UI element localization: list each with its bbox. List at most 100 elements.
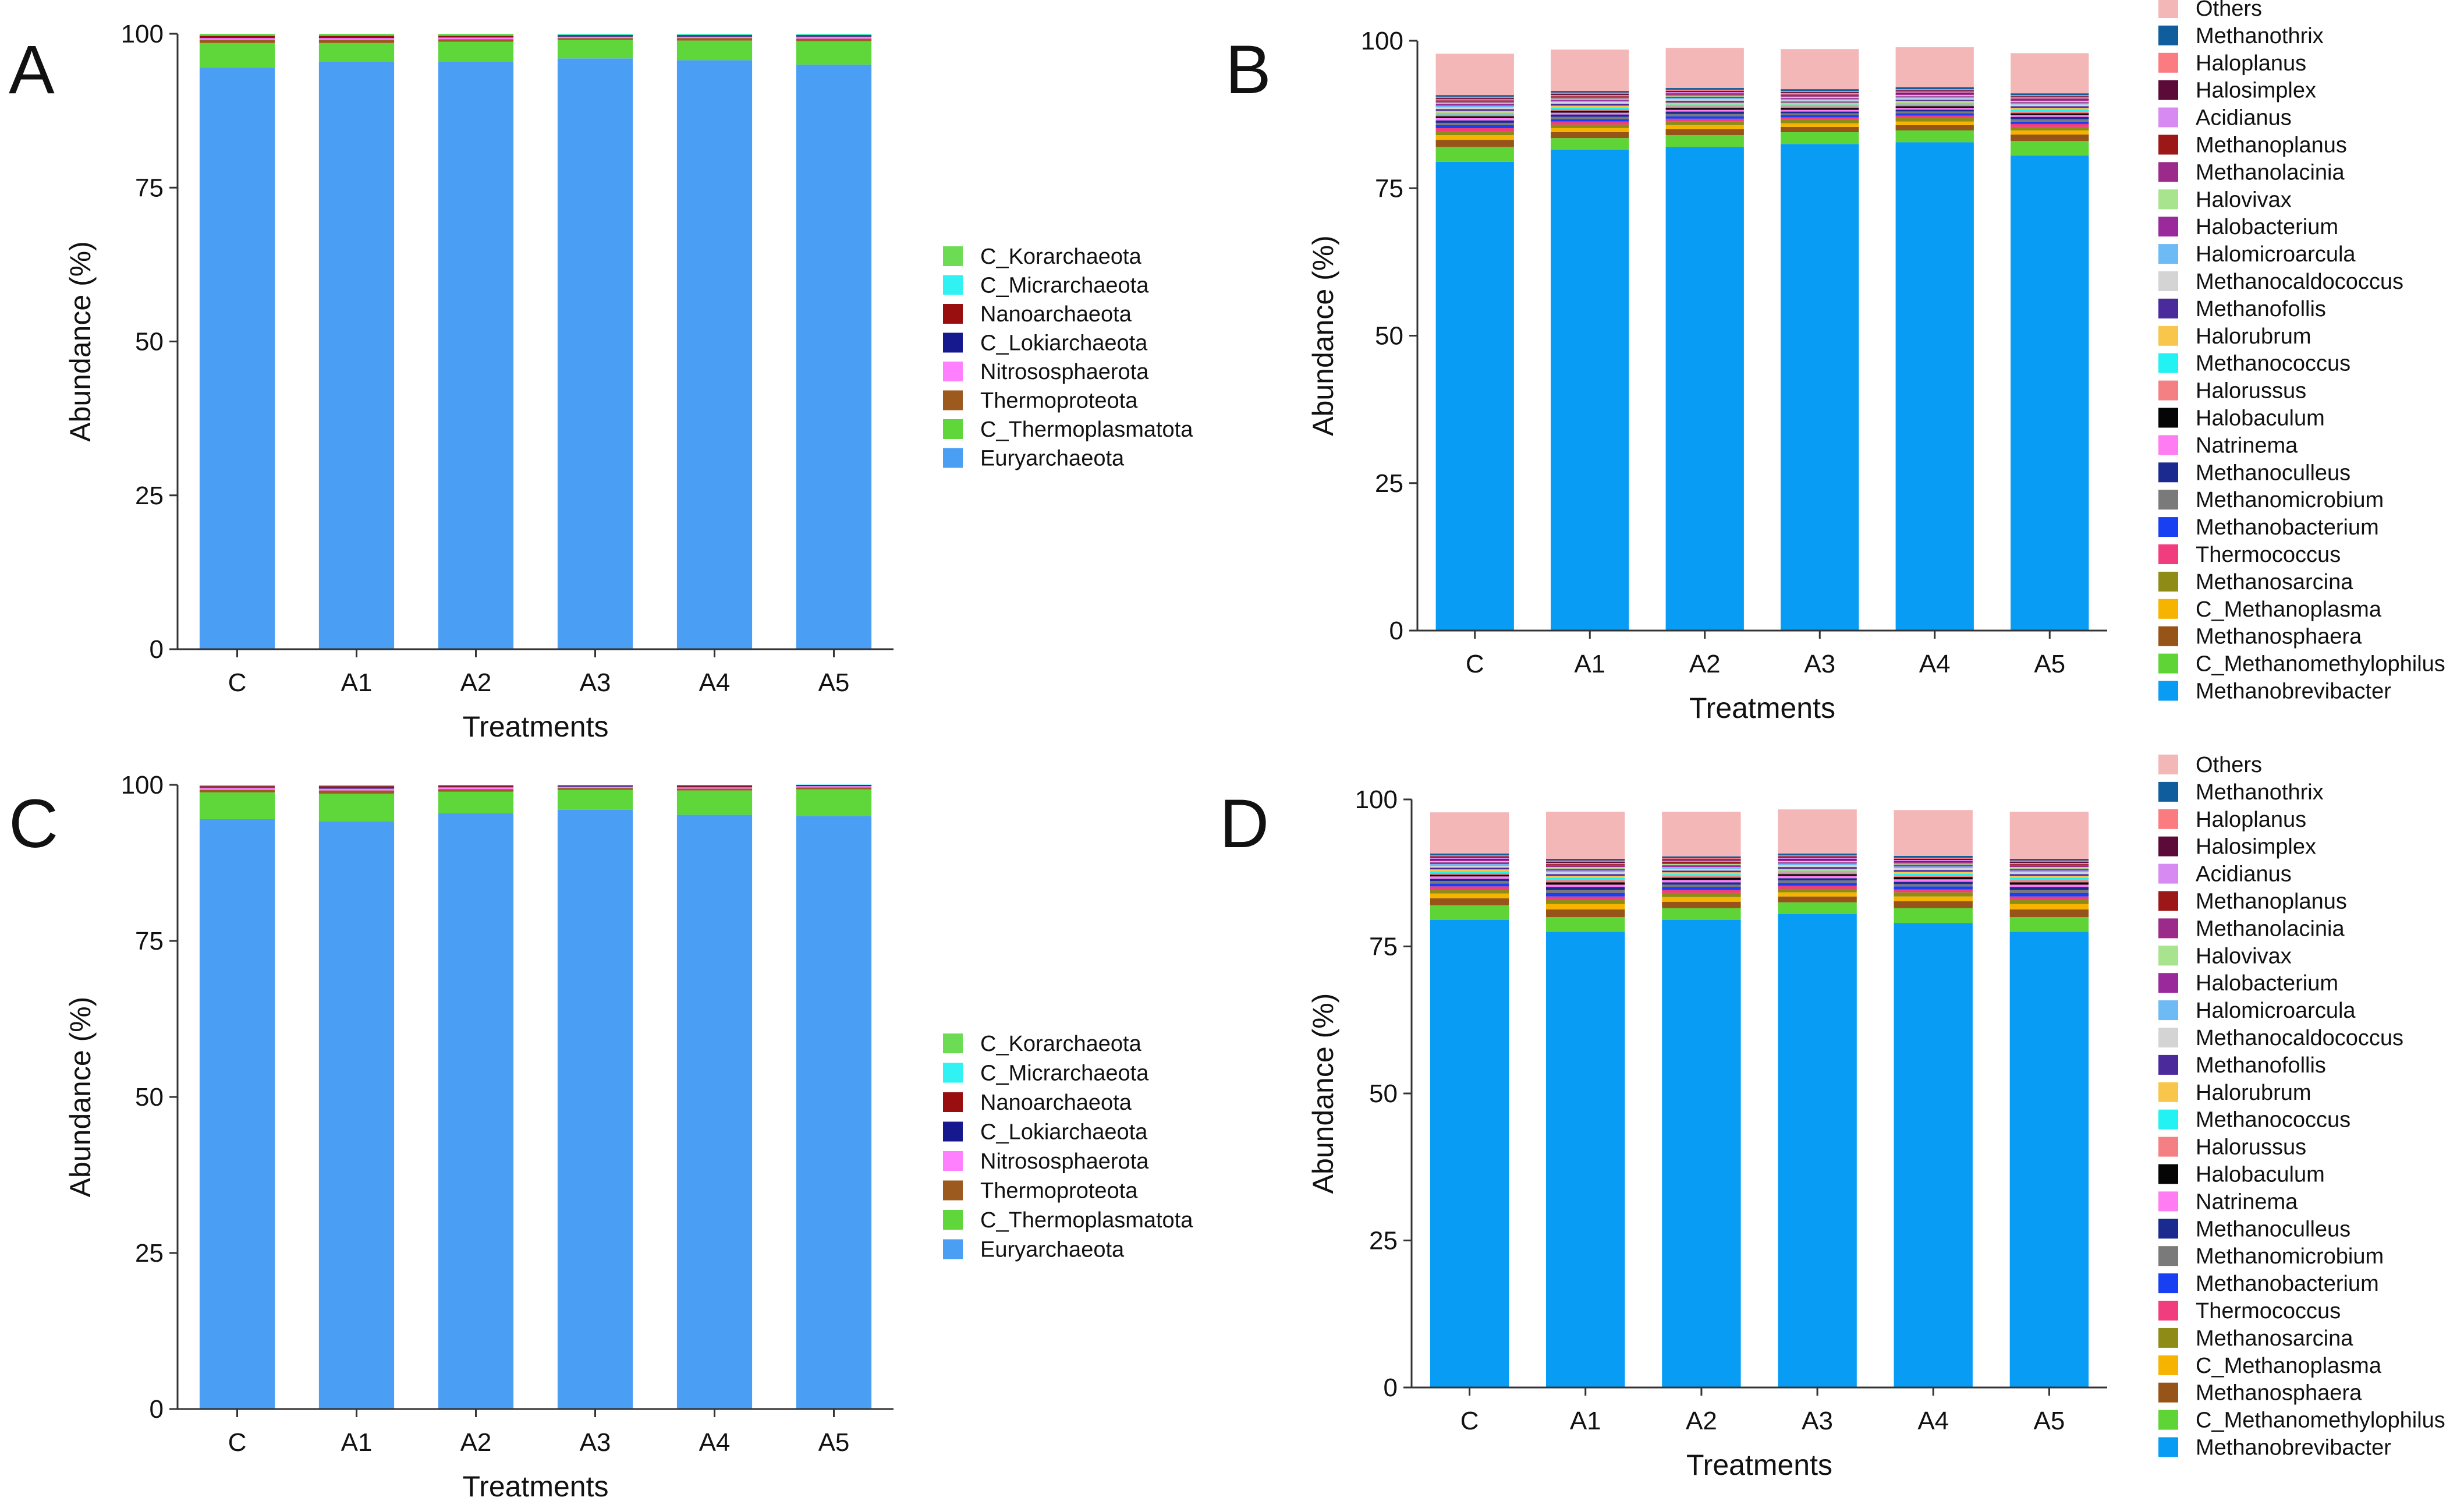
legend-item-methanococcus: Methanococcus — [2158, 1108, 2350, 1132]
legend-swatch — [2158, 325, 2178, 346]
bar-segment-methanofollis-a2 — [1662, 870, 1741, 873]
bar-segment-halosimplex-a5 — [2011, 96, 2089, 98]
legend-swatch — [2158, 1164, 2178, 1184]
bar-segment-methanolacinia-a2 — [1662, 863, 1741, 865]
bar-segment-halorussus-c — [1430, 873, 1509, 875]
bar-segment-thermococcus-a4 — [1894, 889, 1973, 893]
bar-segment-halomicroarcula-a5 — [2009, 870, 2089, 873]
legend-label: Methanolacinia — [2196, 160, 2345, 185]
bar-segment-natrinema-a4 — [1894, 879, 1973, 882]
bar-segment-natrinema-a2 — [1665, 109, 1744, 112]
legend-label: C_Korarchaeota — [980, 245, 1142, 269]
bar-segment-methanoculleus-c — [1435, 120, 1514, 123]
bar-segment-c-thermoplasmatota-a1 — [318, 43, 395, 62]
y-tick-label: 0 — [150, 1395, 164, 1424]
legend-label: Nanoarchaeota — [980, 1091, 1132, 1115]
bar-segment-halorubrum-c — [1435, 111, 1514, 113]
bar-segment-halorubrum-a5 — [2009, 876, 2089, 878]
bar-segment-nitrososphaerota-a4 — [676, 37, 753, 38]
bar-segment-euryarchaeota-a3 — [557, 58, 633, 650]
bar-segment-methanolacinia-a4 — [1894, 862, 1973, 864]
x-tick-label: A1 — [341, 668, 373, 697]
bar-segment-methanosarcina-a3 — [1778, 888, 1857, 893]
bar-segment-methanoculleus-a4 — [1895, 109, 1974, 112]
bar-segment-methanobrevibacter-a1 — [1546, 932, 1625, 1388]
legend-item-haloplanus: Haloplanus — [2158, 51, 2306, 76]
legend-item-methanoculleus: Methanoculleus — [2158, 461, 2350, 485]
legend-item-natrinema: Natrinema — [2158, 433, 2298, 458]
bar-segment-methanothrix-a4 — [1895, 87, 1974, 89]
bar-segment-natrinema-a1 — [1551, 112, 1629, 115]
legend-item-thermococcus: Thermococcus — [2158, 543, 2341, 567]
bar-segment-methanococcus-a4 — [1894, 873, 1973, 876]
legend-item-halovivax: Halovivax — [2158, 944, 2292, 968]
bar-segment-methanosarcina-a3 — [1781, 119, 1859, 123]
bar-segment-c-lokiarchaeota-a3 — [557, 786, 633, 787]
bar-segment-halobacterium-a5 — [2011, 102, 2089, 104]
bar-segment-methanococcus-a3 — [1781, 104, 1859, 107]
bar-segment-halorubrum-a4 — [1895, 101, 1974, 103]
legend-item-natrinema: Natrinema — [2158, 1190, 2298, 1214]
bar-segment-halosimplex-a4 — [1894, 859, 1973, 860]
bar-segment-acidianus-a3 — [1778, 858, 1857, 859]
bar-segment-halovivax-a4 — [1895, 95, 1974, 97]
bar-segment-methanolacinia-a1 — [1546, 865, 1625, 868]
legend-item-methanococcus: Methanococcus — [2158, 352, 2350, 376]
bar-segment-c-thermoplasmatota-a3 — [557, 790, 633, 810]
bar-segment-c-micrarchaeota-a2 — [438, 35, 514, 36]
bar-segment-nanoarchaeota-a5 — [796, 35, 872, 37]
x-tick-label: A1 — [1574, 650, 1605, 678]
bar-segment-nanoarchaeota-c — [199, 786, 275, 788]
bar-segment-methanomicrobium-a1 — [1551, 116, 1629, 119]
bar-segment-natrinema-a1 — [1546, 884, 1625, 887]
bar-segment-acidianus-c — [1430, 858, 1509, 859]
legend-label: Methanocaldococcus — [2196, 270, 2403, 294]
legend-item-methanobacterium: Methanobacterium — [2158, 515, 2379, 540]
bar-segment-methanothrix-c — [1435, 95, 1514, 97]
legend-swatch — [2158, 1191, 2178, 1212]
bar-segment-methanothrix-c — [1430, 853, 1509, 855]
legend-label: Methanolacinia — [2196, 916, 2345, 941]
bar-segment-methanococcus-a3 — [1778, 870, 1857, 873]
legend-item-c-methanomethylophilus: C_Methanomethylophilus — [2158, 652, 2445, 677]
legend-label: Methanosarcina — [2196, 570, 2353, 594]
bar-segment-methanosarcina-a4 — [1895, 118, 1974, 122]
bar-segment-methanocaldococcus-a2 — [1662, 869, 1741, 871]
x-tick-label: C — [228, 668, 247, 697]
legend-item-thermoproteota: Thermoproteota — [943, 389, 1138, 413]
bar-segment-methanomicrobium-a4 — [1894, 884, 1973, 887]
legend-item-halobacterium: Halobacterium — [2158, 215, 2338, 239]
legend: C_Korarchaeota C_Micrarchaeota Nanoarchaeo… — [943, 245, 1193, 471]
bar-segment-methanomicrobium-a3 — [1778, 880, 1857, 883]
legend-swatch — [2158, 271, 2178, 291]
bar-segment-acidianus-a4 — [1895, 91, 1974, 93]
bar-segment-methanomicrobium-c — [1430, 881, 1509, 884]
legend-item-acidianus: Acidianus — [2158, 106, 2292, 130]
bar-segment-halosimplex-a3 — [1781, 92, 1859, 94]
bar-segment-c-micrarchaeota-a1 — [318, 785, 395, 787]
legend-swatch — [2158, 1054, 2178, 1075]
legend-swatch — [943, 1092, 963, 1112]
legend-swatch — [943, 304, 963, 324]
bar-segment-halomicroarcula-a2 — [1665, 98, 1744, 100]
chart-panel-d: D C A1 A2 A3 A4 A5 0 25 50 75 100 Treatments Abundanc… — [1219, 753, 2445, 1481]
bar-segment-nitrososphaerota-a5 — [796, 786, 872, 788]
bar-segment-halomicroarcula-a3 — [1781, 99, 1859, 101]
bar-segment-thermoproteota-a4 — [676, 788, 753, 791]
legend-label: Methanococcus — [2196, 1108, 2350, 1132]
y-tick-label: 25 — [135, 1239, 164, 1268]
legend-swatch — [2158, 918, 2178, 939]
bar-segment-methanobacterium-a5 — [2011, 121, 2089, 124]
legend-swatch — [2158, 571, 2178, 592]
bar-segment-methanosarcina-a5 — [2009, 900, 2089, 904]
bar-segment-haloplanus-a1 — [1546, 861, 1625, 862]
bar-segment-methanosphaera-a5 — [2011, 134, 2089, 141]
legend-label: Acidianus — [2196, 106, 2292, 130]
bar-segment-nanoarchaeota-a3 — [557, 35, 633, 37]
legend-swatch — [943, 1180, 963, 1201]
bar-segment-methanofollis-a1 — [1551, 104, 1629, 106]
bar-segment-nitrososphaerota-a2 — [438, 787, 514, 790]
legend-swatch — [2158, 973, 2178, 993]
legend-item-methanothrix: Methanothrix — [2158, 780, 2324, 805]
legend-item-nitrososphaerota: Nitrososphaerota — [943, 360, 1149, 384]
